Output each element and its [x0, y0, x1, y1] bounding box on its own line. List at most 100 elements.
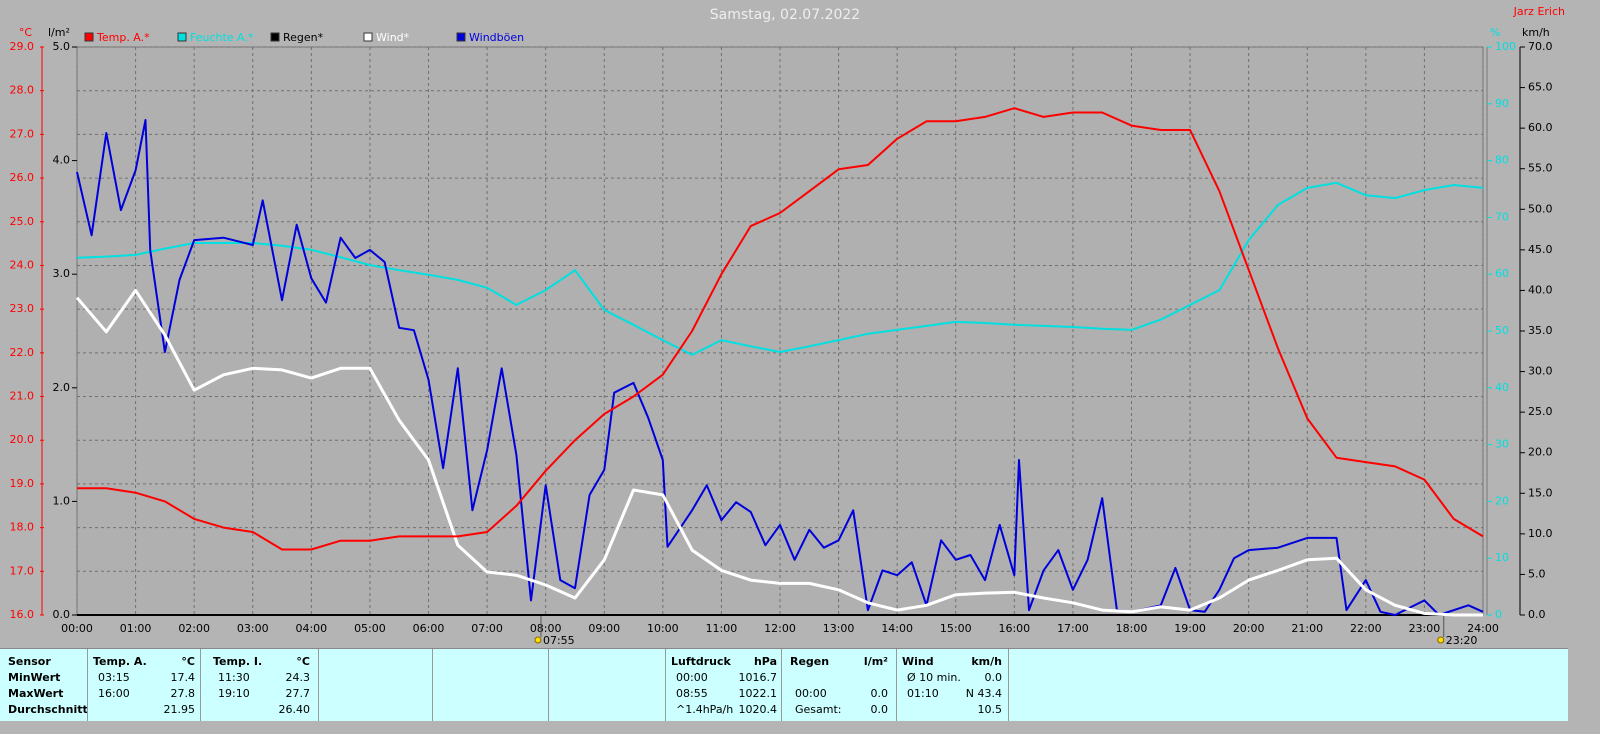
chart-title: Samstag, 02.07.2022: [710, 7, 860, 23]
stats-cell: ^1.4hPa/h: [676, 703, 734, 716]
y4-tick-label: 0.0: [1528, 608, 1546, 621]
author: Jarz Erich: [1513, 5, 1565, 18]
series-line: [77, 107, 1484, 551]
y4-tick-label: 65.0: [1528, 81, 1553, 94]
x-tick-label: 00:00: [61, 622, 93, 635]
annotation-label: 23:20: [1446, 634, 1478, 647]
y4-tick-label: 30.0: [1528, 365, 1553, 378]
series-line: [75, 288, 1483, 617]
y-tick-label: 23.0: [10, 302, 35, 315]
sun-icon: [534, 636, 542, 644]
annotation-label: 07:55: [543, 634, 575, 647]
x-tick-label: 08:00: [530, 622, 562, 635]
x-tick-label: 16:00: [998, 622, 1030, 635]
separator: [318, 649, 319, 721]
x-tick-label: 09:00: [588, 622, 620, 635]
stats-cell: l/m²: [863, 655, 888, 668]
y3-tick-label: 0: [1495, 608, 1502, 621]
stats-cell: 17.4: [170, 671, 196, 684]
y3-tick-label: 10: [1495, 551, 1509, 564]
x-tick-label: 12:00: [764, 622, 796, 635]
legend-swatch: [177, 32, 187, 42]
y-tick-label: 17.0: [10, 564, 35, 577]
separator: [432, 649, 433, 721]
chart: Samstag, 02.07.2022 Jarz Erich °C l/m² %…: [10, 5, 1566, 647]
stats-cell: 19:10: [218, 687, 250, 700]
legend-label: Wind*: [376, 31, 410, 44]
y3-tick-label: 30: [1495, 438, 1509, 451]
x-tick-label: 01:00: [120, 622, 152, 635]
y3-tick-label: 90: [1495, 97, 1509, 110]
x-tick-label: 07:00: [471, 622, 503, 635]
separator: [1008, 649, 1009, 721]
stats-cell: Durchschnitt: [8, 703, 88, 716]
x-tick-label: 24:00: [1467, 622, 1499, 635]
y4-tick-label: 10.0: [1528, 527, 1553, 540]
stats-cell: km/h: [971, 655, 1002, 668]
y-tick-label: 27.0: [10, 127, 35, 140]
y-tick-label: 22.0: [10, 346, 35, 359]
stats-cell: 1022.1: [738, 687, 778, 700]
stats-cell: 26.40: [278, 703, 311, 716]
separator: [87, 649, 88, 721]
y2-tick-label: 3.0: [53, 267, 71, 280]
y4-tick-label: 35.0: [1528, 324, 1553, 337]
stats-cell: 24.3: [285, 671, 311, 684]
separator: [896, 649, 897, 721]
stats-cell: 1020.4: [738, 703, 778, 716]
x-tick-label: 06:00: [413, 622, 445, 635]
y4-tick-label: 45.0: [1528, 243, 1553, 256]
stats-cell: 00:00: [676, 671, 708, 684]
y-tick-label: 19.0: [10, 477, 35, 490]
stats-cell: 10.5: [977, 703, 1003, 716]
x-tick-label: 23:00: [1409, 622, 1441, 635]
stats-cell: 16:00: [98, 687, 130, 700]
stats-cell: Temp. A.: [93, 655, 147, 668]
x-tick-label: 22:00: [1350, 622, 1382, 635]
legend-label: Regen*: [283, 31, 324, 44]
stats-cell: Temp. I.: [213, 655, 263, 668]
x-tick-label: 03:00: [237, 622, 269, 635]
y-tick-label: 20.0: [10, 433, 35, 446]
y4-tick-label: 20.0: [1528, 446, 1553, 459]
x-tick-label: 10:00: [647, 622, 679, 635]
stats-cell: N 43.4: [965, 687, 1002, 700]
y4-tick-label: 5.0: [1528, 567, 1546, 580]
x-tick-label: 14:00: [881, 622, 913, 635]
y2-tick-label: 5.0: [53, 40, 71, 53]
x-tick-label: 13:00: [823, 622, 855, 635]
separator: [548, 649, 549, 721]
stats-cell: 03:15: [98, 671, 130, 684]
y4-tick-label: 40.0: [1528, 283, 1553, 296]
stats-cell: 21.95: [163, 703, 196, 716]
stats-cell: Gesamt:: [795, 703, 842, 716]
stats-cell: Regen: [790, 655, 830, 668]
x-tick-label: 11:00: [706, 622, 738, 635]
y4-unit: km/h: [1522, 26, 1550, 39]
separator: [200, 649, 201, 721]
stats-cell: 01:10: [907, 687, 939, 700]
stats-cell: Luftdruck: [671, 655, 731, 668]
stats-cell: hPa: [753, 655, 777, 668]
stats-cell: °C: [181, 655, 195, 668]
y-tick-label: 18.0: [10, 521, 35, 534]
stats-cell: Wind: [902, 655, 934, 668]
x-tick-label: 04:00: [295, 622, 327, 635]
legend-label: Windböen: [469, 31, 524, 44]
y-tick-label: 29.0: [10, 40, 35, 53]
x-tick-label: 20:00: [1233, 622, 1265, 635]
stats-panel: Sensor MinWert MaxWert Durchschnitt Temp. A.…: [0, 648, 1568, 721]
y4-tick-label: 60.0: [1528, 121, 1553, 134]
y-unit: °C: [19, 26, 33, 39]
x-tick-label: 17:00: [1057, 622, 1089, 635]
y-tick-label: 24.0: [10, 258, 35, 271]
y-tick-label: 21.0: [10, 390, 35, 403]
sun-icon: [1437, 636, 1445, 644]
stats-cell: 11:30: [218, 671, 250, 684]
stats-cell: °C: [296, 655, 310, 668]
y4-tick-label: 70.0: [1528, 40, 1553, 53]
legend-label: Feuchte A.*: [190, 31, 254, 44]
y3-tick-label: 60: [1495, 267, 1509, 280]
legend-label: Temp. A.*: [96, 31, 150, 44]
stats-cell: 0.0: [870, 703, 889, 716]
